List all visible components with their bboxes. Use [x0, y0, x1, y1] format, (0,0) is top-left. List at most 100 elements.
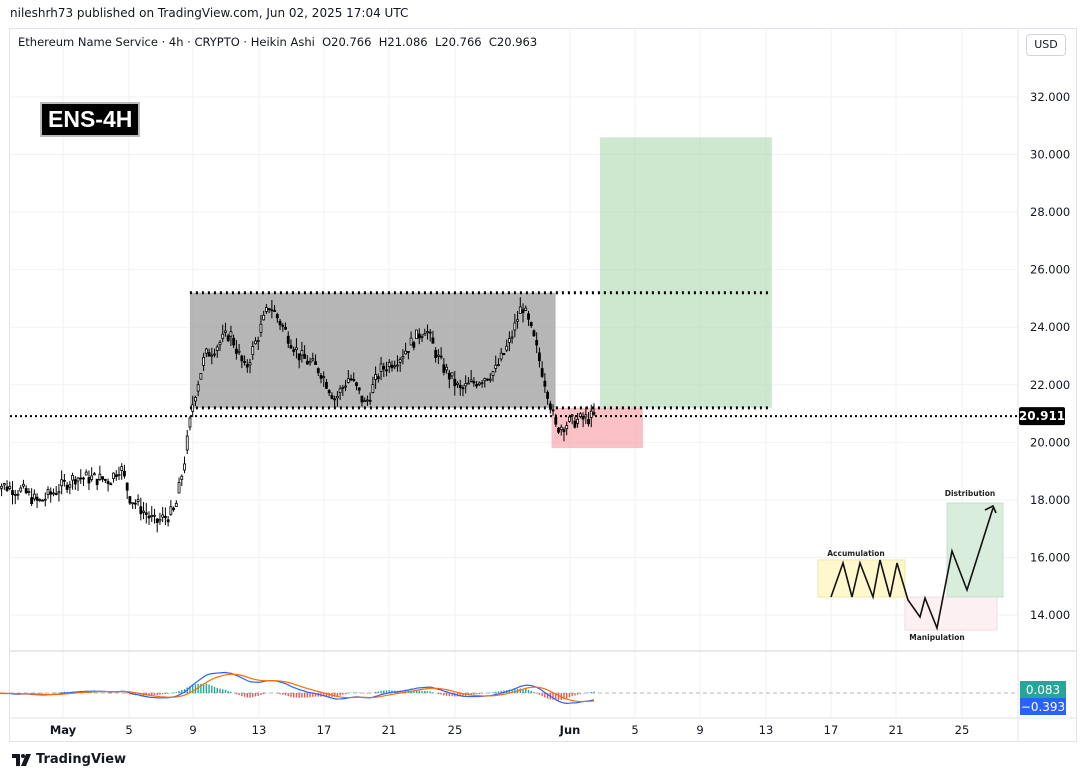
candle-body [275, 314, 279, 319]
candle-body [573, 420, 577, 428]
x-tick-label: May [50, 723, 77, 737]
candle-body [62, 479, 66, 482]
candle-body [49, 491, 53, 495]
candle-body [286, 335, 290, 344]
candle-body [144, 512, 148, 515]
candle-body [120, 466, 124, 471]
candle-body [431, 337, 435, 344]
candle-body [68, 484, 72, 488]
candle-body [13, 493, 17, 496]
candle-body [554, 416, 558, 425]
candle-body [103, 478, 107, 481]
candle-body [535, 339, 539, 346]
chart-frame[interactable] [9, 28, 1077, 742]
candle-body [363, 400, 367, 403]
candle-body [202, 356, 206, 366]
candle-body [158, 518, 162, 522]
candle-body [409, 337, 413, 346]
y-tick-label: 26.000 [1030, 263, 1070, 277]
candle-body [52, 492, 55, 495]
x-tick-label: 21 [889, 723, 904, 737]
candle-body [142, 510, 145, 513]
close-value: C20.963 [488, 35, 538, 49]
candle-body [505, 345, 509, 351]
candle-body [295, 347, 298, 351]
candle-body [426, 331, 429, 334]
candle-body [415, 329, 418, 340]
candle-body [297, 353, 301, 361]
candle-body [153, 514, 156, 517]
candle-body [155, 518, 159, 523]
candle-body [46, 489, 50, 495]
candle-body [447, 372, 451, 380]
candle-body [84, 471, 88, 476]
candle-body [87, 477, 91, 484]
candle-body [461, 387, 465, 390]
y-tick-label: 28.000 [1030, 205, 1070, 219]
candle-body [453, 378, 457, 387]
candle-body [488, 378, 492, 381]
x-tick-label: 25 [448, 723, 463, 737]
macd-line [0, 671, 595, 704]
x-tick-label: 17 [317, 723, 332, 737]
candle-body [406, 351, 410, 353]
candle-body [557, 427, 560, 433]
candle-body [191, 404, 195, 412]
candle-body [570, 414, 574, 417]
candle-body [234, 348, 238, 354]
candle-body [330, 395, 334, 399]
candle-body [396, 364, 399, 367]
candle-body [251, 346, 255, 356]
candle-body [355, 382, 358, 387]
candle-body [150, 514, 154, 518]
candle-body [467, 382, 470, 385]
x-tick-label: 17 [824, 723, 839, 737]
candle-body [423, 333, 427, 336]
tradingview-icon [12, 753, 31, 766]
candle-body [248, 362, 252, 366]
candle-body [578, 413, 582, 417]
candle-body [215, 346, 219, 351]
candle-body [24, 488, 28, 494]
candle-body [254, 340, 257, 345]
candle-body [464, 383, 468, 387]
candle-body [499, 352, 503, 360]
candle-body [521, 309, 525, 314]
y-tick-label: 30.000 [1030, 148, 1070, 162]
candle-body [387, 362, 391, 367]
currency-button[interactable]: USD [1026, 34, 1066, 56]
candle-body [335, 395, 339, 399]
candle-body [199, 373, 203, 380]
candle-body [475, 384, 479, 387]
candle-body [245, 364, 249, 368]
candle-body [163, 515, 167, 519]
candle-body [256, 340, 260, 342]
tradingview-logo[interactable]: TradingView [12, 752, 126, 767]
candle-body [538, 352, 541, 362]
candle-body [30, 497, 34, 505]
low-value: L20.766 [434, 35, 482, 49]
amd-price-path [830, 507, 994, 631]
candle-body [518, 306, 522, 314]
candle-body [265, 307, 268, 312]
candle-body [71, 474, 74, 481]
published-info: nileshrh73 published on TradingView.com,… [10, 6, 409, 20]
candle-body [284, 327, 287, 330]
candle-body [240, 355, 244, 362]
y-tick-label: 18.000 [1030, 493, 1070, 507]
last-price-badge [1019, 407, 1065, 426]
candle-body [374, 374, 378, 380]
macd-value-badge [1020, 681, 1066, 698]
symbol-legend: Ethereum Name Service · 4h · CRYPTO · He… [18, 35, 537, 49]
signal-value-label: −0.393 [1021, 700, 1065, 714]
candle-body [131, 502, 135, 505]
candle-body [224, 330, 227, 333]
candle-body [270, 309, 274, 312]
candle-body [106, 481, 110, 484]
candle-body [417, 333, 421, 339]
candle-body [568, 416, 571, 422]
candle-body [278, 320, 282, 326]
distribution-box [946, 502, 1004, 598]
candle-body [38, 499, 42, 502]
